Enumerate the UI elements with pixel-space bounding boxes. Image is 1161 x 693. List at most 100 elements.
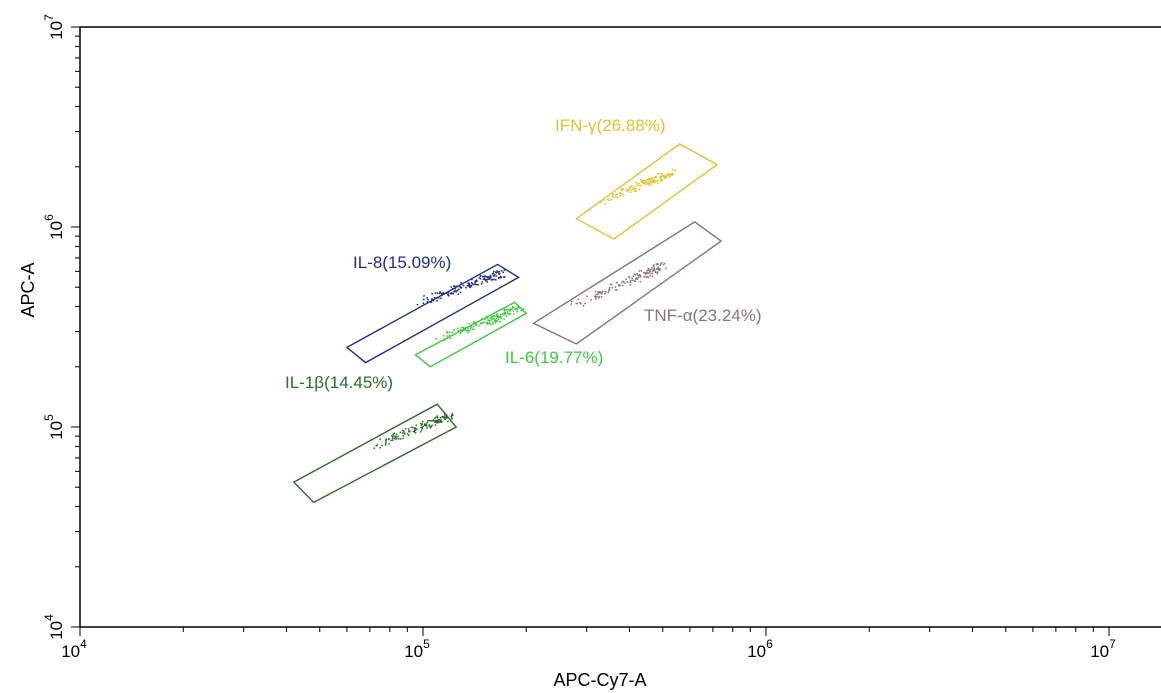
y-axis-title: APC-A <box>18 262 38 317</box>
event-dot <box>487 276 489 279</box>
event-dot <box>631 277 633 280</box>
event-dot <box>614 193 616 196</box>
gate-1: TNF-α(23.24%) <box>532 221 762 345</box>
event-dot <box>637 184 640 187</box>
event-dot <box>470 325 473 327</box>
event-dot <box>653 179 655 182</box>
event-dot <box>408 430 411 433</box>
event-dot <box>433 296 436 299</box>
event-dot <box>596 295 598 298</box>
event-dot <box>636 272 638 275</box>
event-dot <box>466 284 469 287</box>
event-dot <box>488 319 491 322</box>
gate-label: IL-6(19.77%) <box>505 348 603 367</box>
event-dot <box>440 297 442 300</box>
event-dot <box>431 292 433 295</box>
event-dot <box>632 279 634 282</box>
event-dot <box>426 296 428 299</box>
x-tick-label: 105 <box>404 637 430 661</box>
x-axis-title: APC-Cy7-A <box>553 670 646 690</box>
event-dot <box>610 283 613 286</box>
event-dot <box>629 191 632 194</box>
event-dot <box>491 321 494 324</box>
event-dot <box>505 308 508 311</box>
event-dot <box>594 296 597 299</box>
event-dot <box>457 329 460 332</box>
event-dot <box>427 419 429 422</box>
event-dot <box>462 326 465 329</box>
event-dot <box>495 272 498 274</box>
event-dot <box>480 282 483 285</box>
event-dot <box>440 421 443 423</box>
event-dot <box>635 278 637 280</box>
event-dot <box>465 286 467 289</box>
event-dot <box>426 427 428 429</box>
event-dot <box>481 322 483 325</box>
event-dot <box>654 271 657 274</box>
event-dot <box>597 291 599 293</box>
event-dot <box>459 332 462 335</box>
event-dot <box>423 423 426 426</box>
event-dot <box>638 182 640 185</box>
event-dot <box>443 416 446 419</box>
event-dot <box>503 314 505 316</box>
event-dot <box>634 187 637 190</box>
event-dot <box>621 189 623 192</box>
event-dot <box>419 431 422 433</box>
event-dot <box>617 283 620 286</box>
event-dot <box>631 185 633 187</box>
event-dot <box>459 328 462 331</box>
event-dot <box>436 415 439 418</box>
event-dot <box>440 292 443 295</box>
event-dot <box>436 416 439 419</box>
event-dot <box>477 283 479 286</box>
event-dot <box>452 328 455 331</box>
gate-outline <box>575 143 719 240</box>
event-dot <box>490 276 492 278</box>
gate-label: TNF-α(23.24%) <box>644 306 762 325</box>
event-dot <box>494 321 497 324</box>
event-dot <box>447 293 450 296</box>
event-dot <box>669 174 672 177</box>
event-dot <box>486 323 489 325</box>
x-axis-ticks: 104 105 106 107 <box>61 627 1116 661</box>
event-dot <box>395 437 398 440</box>
event-dot <box>402 434 405 437</box>
event-dot <box>428 419 431 422</box>
event-dot <box>638 270 641 272</box>
event-dot <box>399 438 402 440</box>
event-dot <box>604 292 606 295</box>
event-dot <box>612 193 614 196</box>
event-dot <box>397 435 399 438</box>
event-dot <box>475 283 478 286</box>
event-dot <box>402 437 404 440</box>
event-dot <box>451 417 453 420</box>
gate-label: IL-1β(14.45%) <box>285 373 393 392</box>
event-dot <box>657 172 660 175</box>
gate-label: IFN-γ(26.88%) <box>555 116 666 135</box>
event-dot <box>450 286 452 288</box>
event-dot <box>446 335 449 337</box>
event-dot <box>651 272 653 275</box>
event-dot <box>614 196 617 198</box>
event-dot <box>650 177 652 179</box>
event-dot <box>598 295 601 298</box>
event-dot <box>493 275 496 277</box>
event-dot <box>579 301 581 304</box>
event-dot <box>436 292 439 295</box>
event-dot <box>420 429 423 431</box>
event-dot <box>645 182 647 185</box>
event-dot <box>626 190 629 193</box>
event-dot <box>497 277 500 280</box>
event-dot <box>437 297 440 299</box>
event-dot <box>412 430 415 433</box>
event-dot <box>655 263 658 265</box>
event-dot <box>575 302 578 305</box>
event-dot <box>469 286 472 289</box>
gate-label: IL-8(15.09%) <box>353 253 451 272</box>
event-dot <box>457 293 460 295</box>
event-dot <box>577 298 580 301</box>
event-dot <box>647 271 650 274</box>
event-dot <box>399 431 402 434</box>
event-dot <box>672 172 674 175</box>
